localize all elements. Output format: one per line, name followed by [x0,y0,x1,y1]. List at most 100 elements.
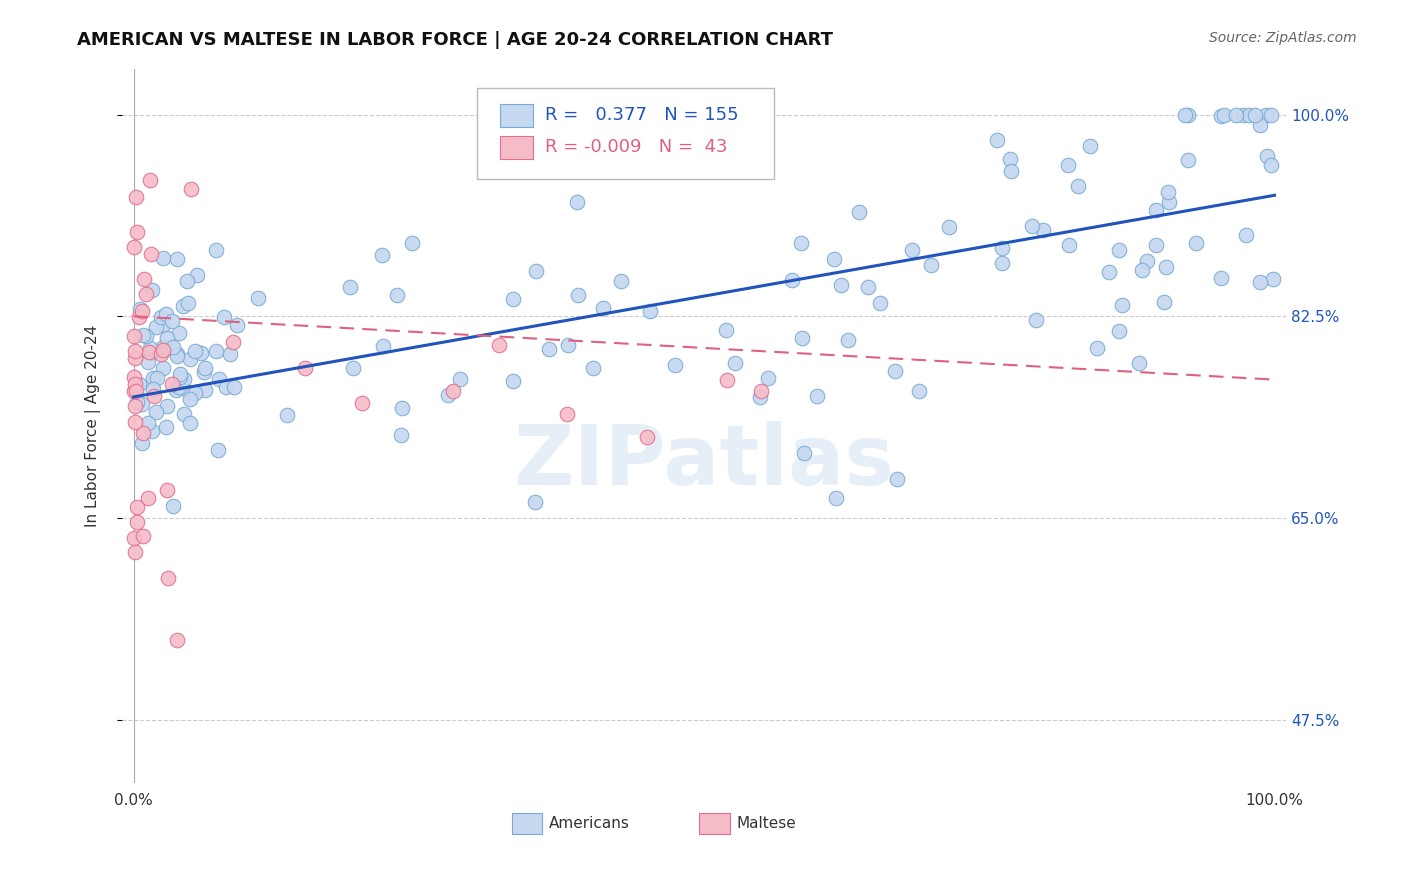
Point [190,346,212,360]
Point [748,391,770,405]
Point [908,384,931,398]
Point [156,331,179,345]
Point [165,383,187,397]
Point [986,133,1008,147]
Point [537,342,560,356]
Point [139,247,162,261]
Point [1059,237,1081,252]
FancyBboxPatch shape [512,813,543,834]
Point [371,339,394,353]
Point [1057,157,1080,171]
Point [370,248,392,262]
Point [1261,272,1284,286]
Point [1249,275,1271,289]
Point [149,347,172,361]
Point [793,446,815,460]
Point [1108,243,1130,257]
Point [1225,107,1247,121]
Point [122,370,145,384]
Text: Americans: Americans [550,816,630,831]
Point [716,373,738,387]
Point [125,190,148,204]
Point [179,352,201,367]
Point [806,389,828,403]
Point [1185,235,1208,250]
Point [128,310,150,325]
Point [1108,324,1130,338]
Text: R = -0.009   N =  43: R = -0.009 N = 43 [544,138,727,156]
Point [152,360,174,375]
Point [524,264,547,278]
Point [1128,356,1150,370]
Point [124,344,146,359]
Text: AMERICAN VS MALTESE IN LABOR FORCE | AGE 20-24 CORRELATION CHART: AMERICAN VS MALTESE IN LABOR FORCE | AGE… [77,31,834,49]
Point [131,435,153,450]
Point [142,371,165,385]
Point [790,236,813,251]
Point [1256,149,1278,163]
Point [122,531,145,545]
Point [920,258,942,272]
Point [401,236,423,251]
Point [193,365,215,379]
Point [276,408,298,422]
Point [177,296,200,310]
Point [991,241,1014,255]
Point [125,225,148,239]
Point [138,491,160,506]
Point [155,419,177,434]
Point [138,416,160,430]
Point [156,483,179,498]
Point [848,205,870,219]
Point [1260,107,1282,121]
Point [124,399,146,413]
Point [1157,185,1180,199]
Point [1154,260,1177,274]
Text: R =   0.377   N = 155: R = 0.377 N = 155 [544,106,738,124]
Point [135,287,157,301]
Point [294,361,316,376]
Text: Source: ZipAtlas.com: Source: ZipAtlas.com [1209,31,1357,45]
Point [205,243,228,257]
Point [350,395,373,409]
Point [124,351,146,366]
Point [166,633,188,648]
Point [565,194,588,209]
Point [145,320,167,334]
Point [1085,341,1108,355]
Point [173,372,195,386]
Point [502,292,524,306]
Point [1153,294,1175,309]
Point [825,491,848,505]
Point [756,370,779,384]
Point [176,274,198,288]
Point [152,340,174,354]
Point [208,372,231,386]
Point [664,359,686,373]
Point [142,382,165,396]
Point [131,397,153,411]
Point [212,310,235,324]
Text: ZIPatlas: ZIPatlas [513,421,894,502]
Point [1078,138,1101,153]
Point [1021,219,1043,234]
Point [884,364,907,378]
FancyBboxPatch shape [501,136,533,160]
Point [135,329,157,343]
Point [901,243,924,257]
Point [557,338,579,352]
Point [138,355,160,369]
Point [790,331,813,345]
Point [122,329,145,343]
FancyBboxPatch shape [477,87,773,179]
Point [502,374,524,388]
Point [592,301,614,315]
Point [128,377,150,392]
Point [869,296,891,310]
Point [1032,223,1054,237]
Point [139,346,162,360]
Point [1211,109,1233,123]
Point [830,277,852,292]
Point [152,343,174,358]
Point [162,340,184,354]
